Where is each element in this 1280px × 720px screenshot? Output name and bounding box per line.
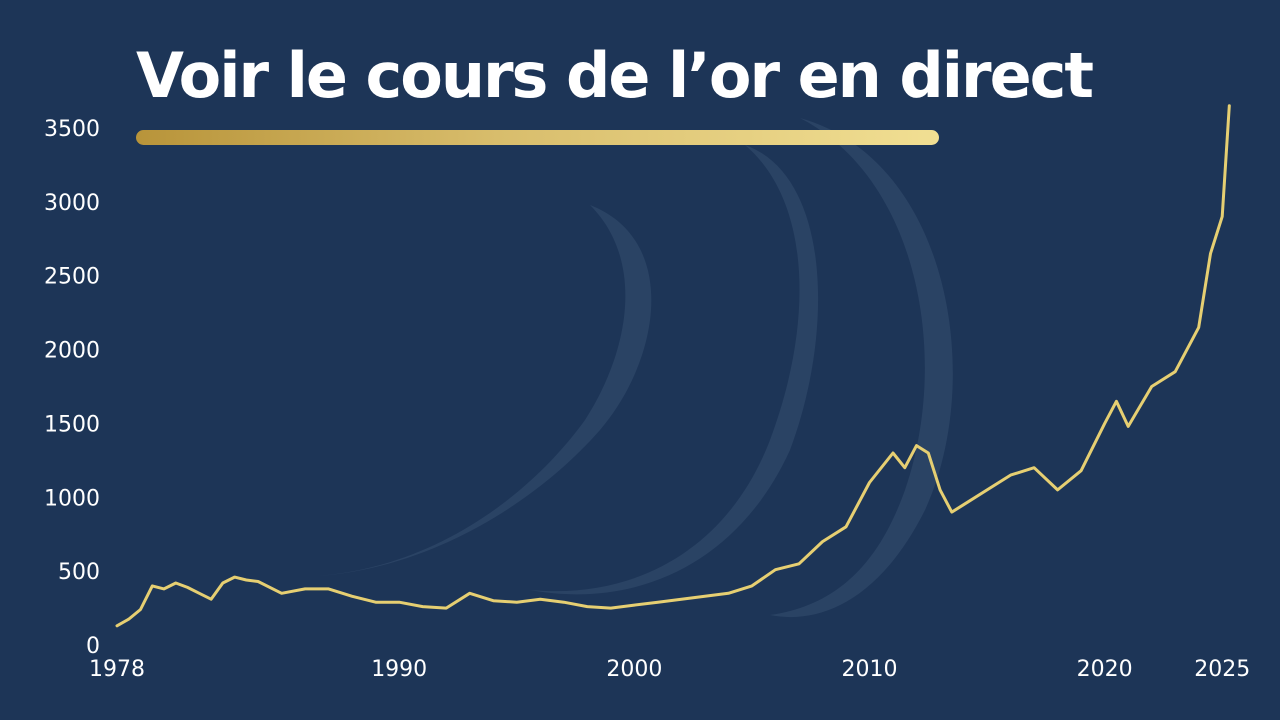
y-tick-label: 2500: [44, 265, 100, 290]
x-tick-label: 2025: [1194, 657, 1250, 682]
y-tick-label: 1500: [44, 412, 100, 437]
y-tick-label: 1000: [44, 486, 100, 511]
x-tick-label: 2020: [1077, 657, 1133, 682]
y-tick-label: 3500: [44, 117, 100, 142]
title-underline-bar: [136, 130, 939, 145]
swoosh-left: [260, 205, 652, 577]
y-axis-ticks: 0 500 1000 1500 2000 2500 3000 3500: [44, 117, 100, 659]
y-tick-label: 0: [86, 634, 100, 659]
gold-price-line: [115, 104, 1231, 628]
decorative-swooshes: [260, 118, 953, 618]
y-tick-label: 2000: [44, 339, 100, 364]
x-tick-label: 1990: [371, 657, 427, 682]
y-tick-label: 3000: [44, 191, 100, 216]
x-tick-label: 2010: [842, 657, 898, 682]
x-tick-label: 1978: [89, 657, 145, 682]
x-tick-label: 2000: [606, 657, 662, 682]
swoosh-right: [770, 118, 953, 618]
x-axis-ticks: 1978 1990 2000 2010 2020 2025: [89, 657, 1250, 682]
page-title: Voir le cours de l’or en direct: [136, 39, 1094, 112]
y-tick-label: 500: [58, 560, 100, 585]
swoosh-middle: [530, 145, 819, 595]
